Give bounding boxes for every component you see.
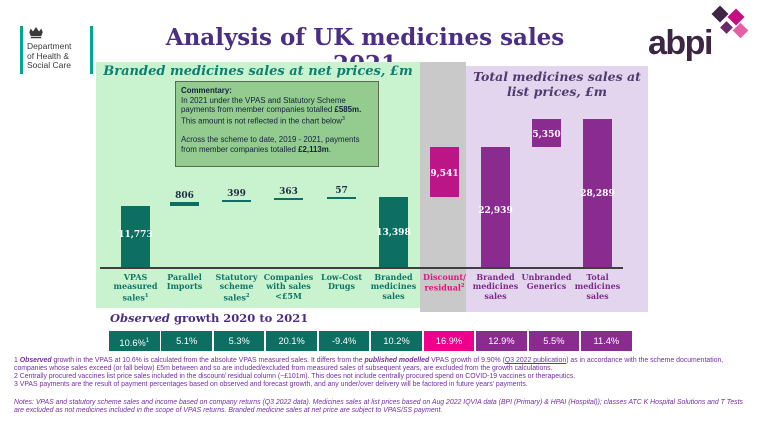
commentary-text: This amount is not reflected in the char… [181,116,342,126]
dhsc-line-2: of Health & [27,50,70,61]
bar-unbranded-generics [532,119,561,148]
axis-label-parallel-imports: Parallel Imports [166,272,203,292]
bar-companies-with-sales-5m [274,197,303,200]
footnote-3: 3 VPAS payments are the result of paymen… [14,381,528,388]
dhsc-line-3: Social Care [27,60,71,70]
x-axis-line [100,267,623,269]
growth-cell-5: 10.2% [371,331,422,351]
value-label: 28,289 [580,189,615,199]
value-label: 13,398 [376,228,411,239]
commentary-bold-2113m: £2,113m [298,144,329,154]
bar-branded-medicines-sales [379,197,408,268]
footnote-text: growth in the VPAS at 10.6% is calculate… [51,357,365,364]
commentary-text: Across the scheme to date, 2019 - 2021, … [181,135,360,154]
growth-cell-8: 5.5% [528,331,580,351]
value-label: 363 [279,186,298,197]
bar-low-cost-drugs [327,197,356,199]
axis-label-branded-medicines-sales: Branded medicines sales [370,272,417,301]
footnote-text: 1 [14,357,20,364]
value-label: 9,541 [430,169,459,180]
bar-parallel-imports [170,201,199,206]
bar-discount-residual [430,147,459,198]
footnote-text: ) as in accordance with the scheme docum… [14,357,724,372]
value-label: 11,773 [118,229,153,240]
axis-label-statutory-scheme-sales: Statutory scheme sales2 [215,272,258,303]
dhsc-right-bar [90,26,93,74]
bar-branded-medicines-sales [481,147,510,268]
footnote-emphasis: published modelled [364,357,430,364]
axis-label-branded-medicines-sales: Branded medicines sales [472,272,519,301]
value-label: 806 [175,190,194,201]
abpi-logo-text: abpi [648,24,713,62]
growth-cell-6: 16.9% [423,331,475,351]
dhsc-logo: Department of Health & Social Care [20,26,94,74]
bar-total-medicines-sales [583,119,612,268]
abpi-diamond-icon [727,8,745,26]
abpi-diamond-icon [720,21,733,34]
list-prices-panel-title: Total medicines sales at list prices, £m [473,69,641,99]
abpi-logo: abpi [648,5,749,64]
crown-icon [29,27,43,39]
growth-row-title: Observed growth 2020 to 2021 [110,311,308,325]
dhsc-left-bar [20,26,23,74]
axis-label-vpas-measured-sales: VPAS measured sales1 [113,272,158,303]
growth-cell-7: 12.9% [476,331,527,351]
value-label: 57 [335,186,348,197]
bar-vpas-measured-sales [121,205,150,268]
growth-title-observed: Observed [110,311,170,325]
axis-label-discount-residual: Discount/ residual2 [423,272,466,293]
footnote-emphasis: Observed [19,357,52,364]
axis-label-low-cost-drugs: Low-Cost Drugs [320,272,363,292]
growth-cell-1: 5.1% [161,331,213,351]
commentary-footnote-ref: 3 [341,115,345,122]
footnote-1: 1 Observed growth in the VPAS at 10.6% i… [14,357,754,373]
footnotes: 1 Observed growth in the VPAS at 10.6% i… [14,357,754,389]
value-label: 22,939 [478,206,513,217]
bar-statutory-scheme-sales [222,199,251,202]
growth-cell-3: 20.1% [266,331,317,351]
growth-cell-4: -9.4% [318,331,370,351]
footnote-text: VPAS growth of 9.90% ( [429,357,505,364]
axis-label-total-medicines-sales: Total medicines sales [574,272,621,301]
growth-cell-9: 11.4% [581,331,632,351]
growth-title-rest: growth 2020 to 2021 [169,311,309,325]
commentary-paragraph-1: In 2021 under the VPAS and Statutory Sch… [181,96,373,126]
source-notes: Notes: VPAS and statutory scheme sales a… [14,399,743,414]
value-label: 399 [227,188,246,199]
growth-cell-0: 10.6%1 [109,331,160,351]
axis-label-companies-with-sales-5m: Companies with sales <£5M [263,272,314,301]
net-prices-panel-title: Branded medicines sales at net prices, £… [103,64,413,79]
footnote-2: 2 Centrally procured vaccines list price… [14,373,576,380]
commentary-paragraph-2: Across the scheme to date, 2019 - 2021, … [181,135,373,154]
dhsc-label: Department of Health & Social Care [27,41,72,71]
commentary-text: . [328,144,332,154]
q3-2022-publication-link[interactable]: Q3 2022 publication [504,357,567,364]
dhsc-line-1: Department [27,41,72,51]
commentary-text: In 2021 under the VPAS and Statutory Sch… [181,95,346,115]
axis-label-unbranded-generics: Unbranded Generics [521,272,572,292]
commentary-heading: Commentary: [181,86,232,95]
growth-cell-2: 5.3% [213,331,265,351]
commentary-box: Commentary: In 2021 under the VPAS and S… [175,81,379,167]
value-label: 5,350 [532,130,561,140]
commentary-bold-585m: £585m. [334,105,362,115]
